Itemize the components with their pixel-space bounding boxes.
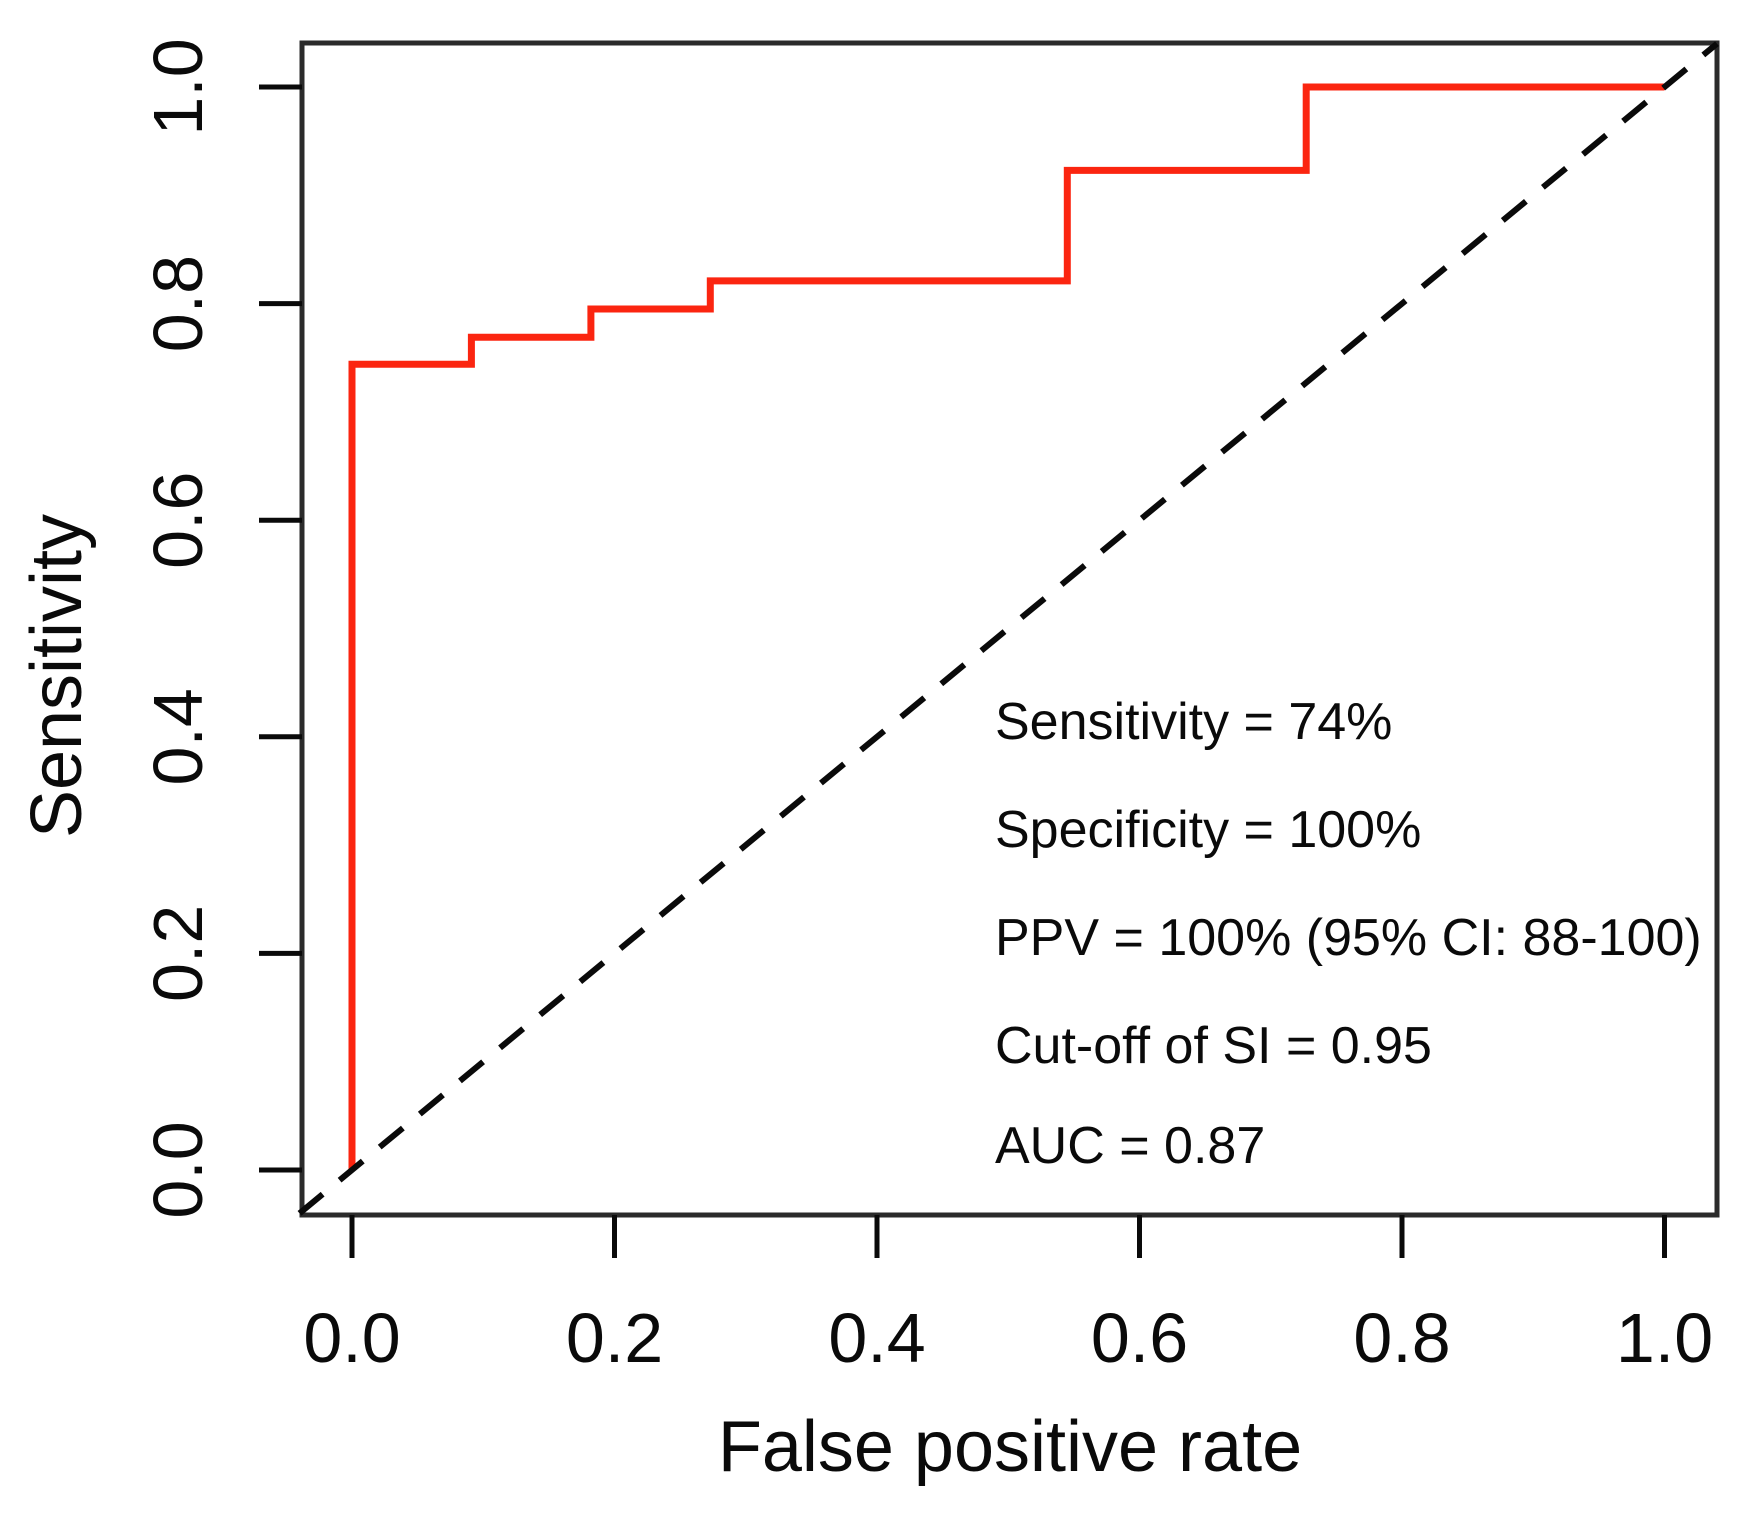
y-axis-title: Sensitivity [17,514,97,838]
annotation-cutoff: Cut-off of SI = 0.95 [995,1017,1432,1075]
roc-curve-line [348,83,1665,1170]
y-tick-label: 0.6 [139,472,217,569]
annotation-sensitivity: Sensitivity = 74% [995,693,1392,751]
y-axis-ticks [259,84,302,1173]
plot-border [299,40,1720,1218]
x-axis-title: False positive rate [718,1407,1302,1487]
y-axis-tick-labels: 0.0 0.2 0.4 0.6 0.8 1.0 [139,38,217,1218]
x-axis-tick-labels: 0.0 0.2 0.4 0.6 0.8 1.0 [303,1299,1713,1377]
x-axis-ticks [349,1215,1667,1258]
annotation-ppv: PPV = 100% (95% CI: 88-100) [995,909,1702,967]
annotation-specificity: Specificity = 100% [995,801,1421,859]
x-tick-label: 0.4 [828,1299,925,1377]
annotation-auc: AUC = 0.87 [995,1117,1265,1175]
y-tick-label: 0.2 [139,905,217,1002]
chance-diagonal-line [297,41,1719,1216]
x-tick-label: 0.8 [1353,1299,1450,1377]
x-tick-label: 1.0 [1616,1299,1713,1377]
x-tick-label: 0.2 [566,1299,663,1377]
y-tick-label: 1.0 [139,38,217,135]
x-tick-label: 0.6 [1091,1299,1188,1377]
series-layer [297,41,1719,1216]
stats-annotation-block: Sensitivity = 74% Specificity = 100% PPV… [995,693,1702,1175]
x-tick-label: 0.0 [303,1299,400,1377]
y-tick-label: 0.0 [139,1121,217,1218]
y-tick-label: 0.4 [139,688,217,785]
y-tick-label: 0.8 [139,255,217,352]
